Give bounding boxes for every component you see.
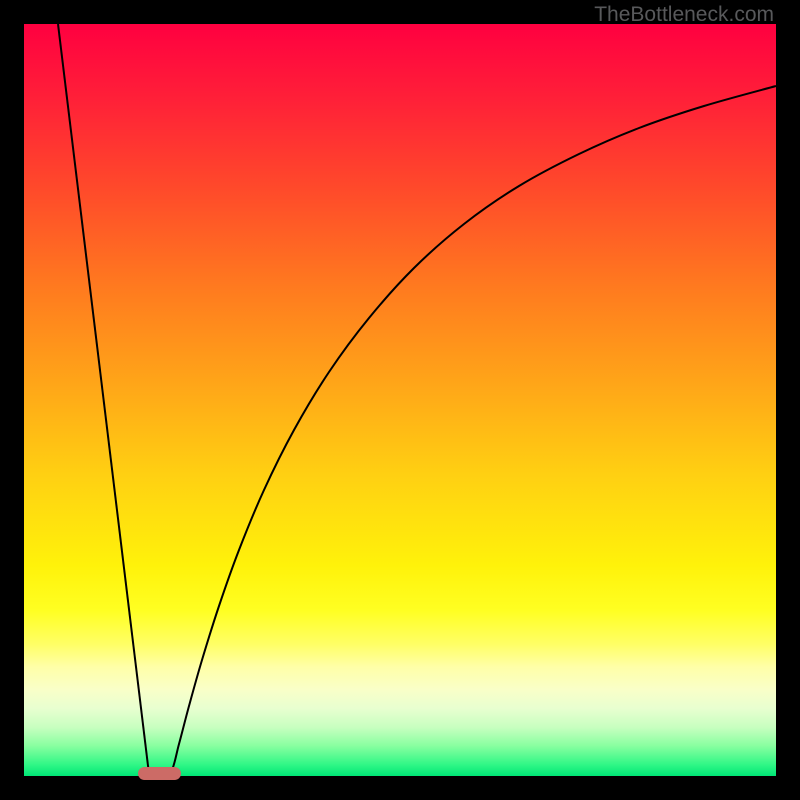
plot-area xyxy=(24,24,776,776)
frame-left xyxy=(0,0,24,800)
frame-right xyxy=(776,0,800,800)
watermark-text: TheBottleneck.com xyxy=(594,3,774,27)
chart-curves xyxy=(24,24,776,776)
outer-frame: TheBottleneck.com xyxy=(0,0,800,800)
bottleneck-marker xyxy=(138,767,181,780)
curve-right-leg xyxy=(159,86,776,776)
curve-left-leg xyxy=(58,24,149,774)
frame-bottom xyxy=(0,776,800,800)
